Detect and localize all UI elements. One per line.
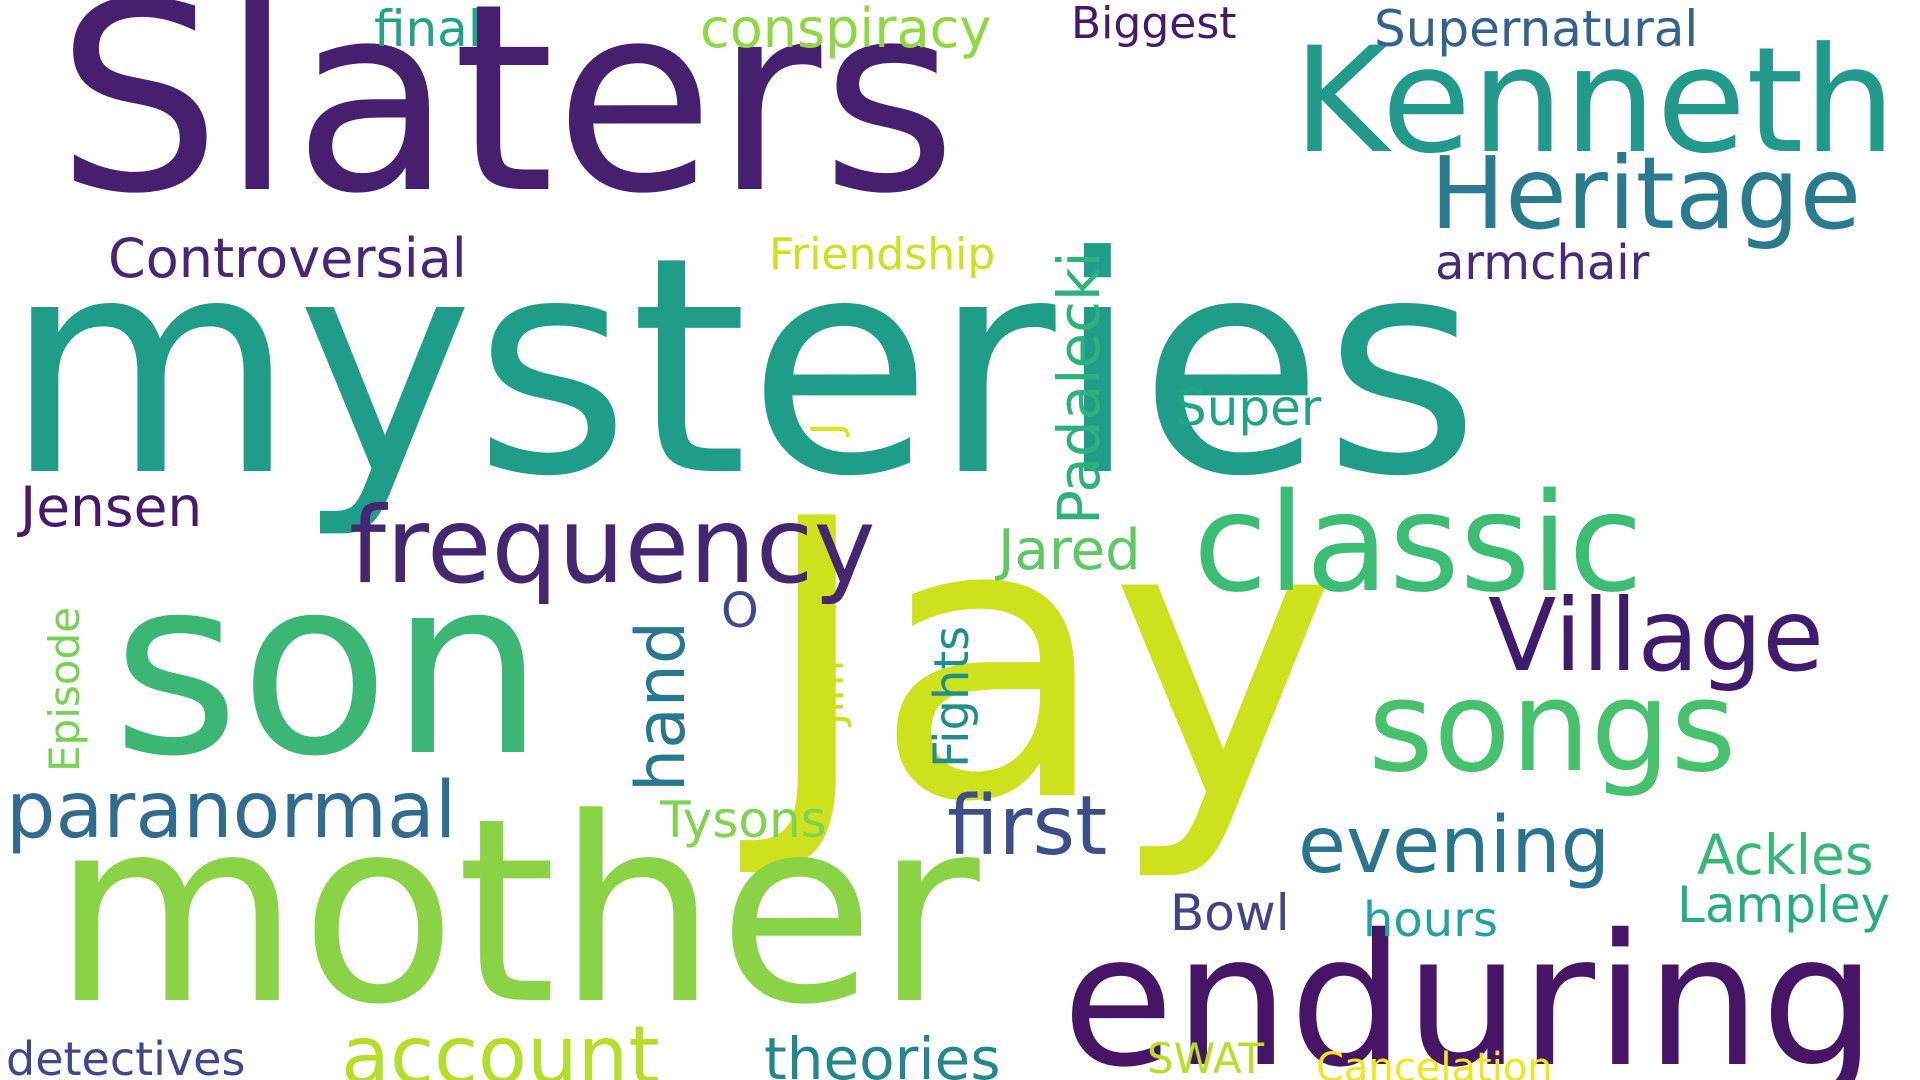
word-fights: Fights <box>924 625 980 768</box>
word-bowl: Bowl <box>1170 884 1290 942</box>
word-evening: evening <box>1298 801 1611 891</box>
word-songs: songs <box>1368 653 1737 800</box>
word-mysteries: mysteries <box>4 193 1480 542</box>
word-jensen: Jensen <box>20 475 203 539</box>
word-swat: SWAT <box>1147 1034 1265 1080</box>
word-village: Village <box>1488 577 1824 694</box>
word-controversial: Controversial <box>108 227 467 290</box>
word-friendship: Friendship <box>769 229 996 280</box>
word-account: account <box>341 1009 660 1080</box>
word-conspiracy: conspiracy <box>700 0 992 60</box>
word-jared: Jared <box>998 518 1141 583</box>
word-paranormal: paranormal <box>6 766 457 856</box>
word-hours: hours <box>1363 892 1498 948</box>
word-son: son <box>112 525 545 810</box>
word-supernatural: Supernatural <box>1374 0 1699 58</box>
word-episode: Episode <box>40 607 89 772</box>
word-enduring: enduring <box>1062 895 1877 1080</box>
word-kenneth: Kenneth <box>1293 16 1896 186</box>
word-detectives: detectives <box>6 1032 246 1080</box>
word-o: O <box>721 583 759 639</box>
word-frequency: frequency <box>349 485 876 607</box>
word-padalecki: Padalecki <box>1045 251 1113 525</box>
word-ackles: Ackles <box>1697 823 1874 887</box>
word-heritage: Heritage <box>1430 135 1862 252</box>
word-jay: Jay <box>760 438 1338 886</box>
word-mother: mother <box>52 764 980 1061</box>
word-cancelation: Cancelation <box>1316 1045 1553 1080</box>
word-final: final <box>374 0 482 58</box>
word-hand: hand <box>622 620 701 792</box>
word-super: Super <box>1175 379 1322 437</box>
word-armchair: armchair <box>1435 235 1650 291</box>
word-tysons: Tysons <box>660 791 827 849</box>
word-lampley: Lampley <box>1677 876 1891 934</box>
word-theories: theories <box>764 1025 1001 1080</box>
word-jim: Jim <box>804 660 853 725</box>
word-slaters: Slaters <box>56 0 957 251</box>
word-j: J <box>802 422 851 435</box>
word-classic: classic <box>1193 465 1644 623</box>
word-biggest: Biggest <box>1071 0 1237 49</box>
word-first: first <box>947 779 1108 874</box>
